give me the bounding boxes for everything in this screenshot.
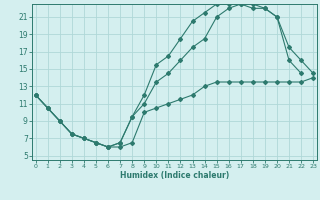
X-axis label: Humidex (Indice chaleur): Humidex (Indice chaleur) <box>120 171 229 180</box>
